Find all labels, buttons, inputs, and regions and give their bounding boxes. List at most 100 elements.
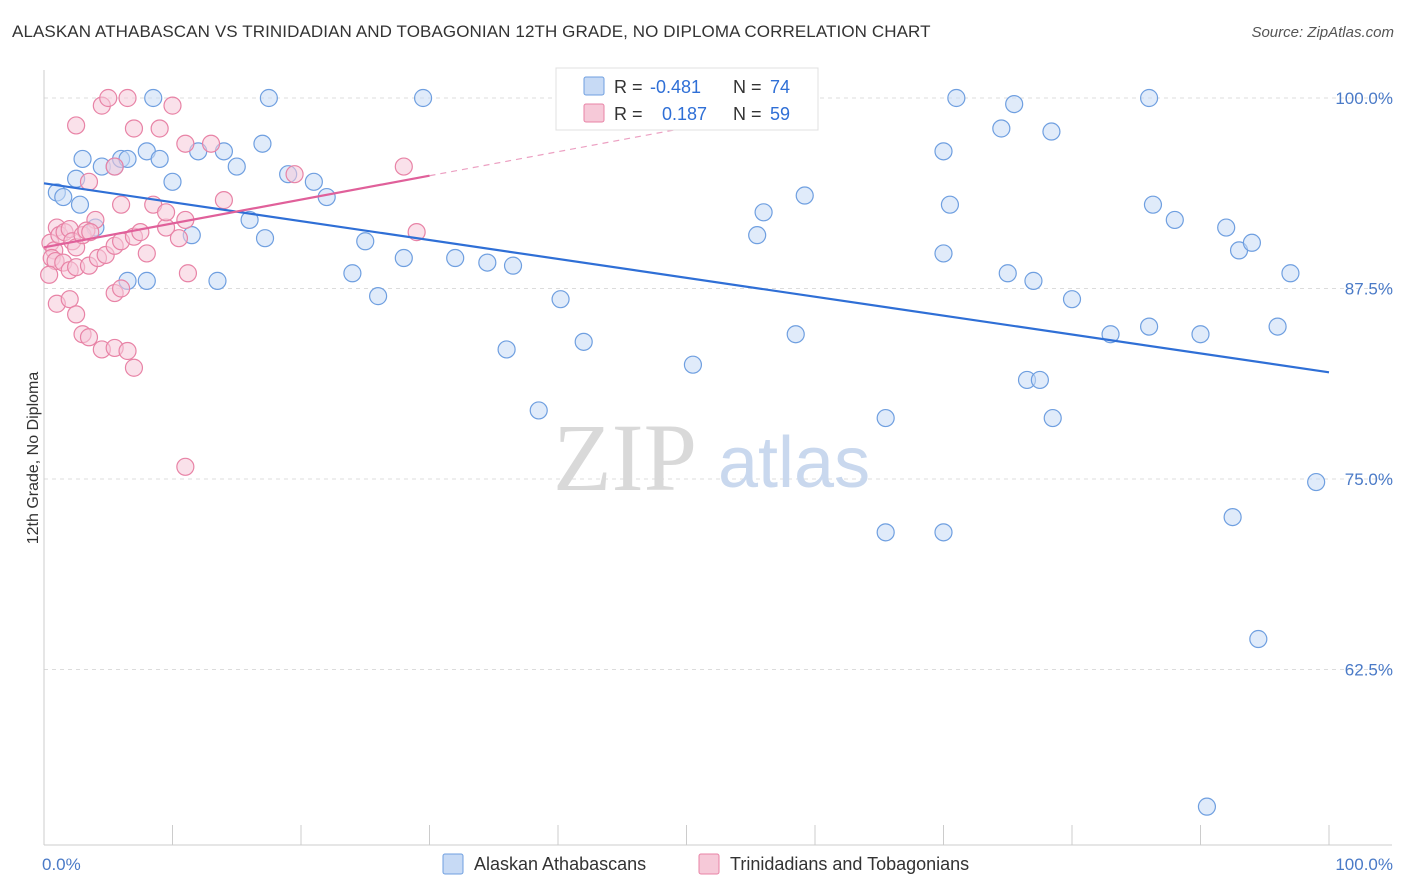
alaskan-point-1: [259, 88, 278, 108]
alaskan-point-41: [551, 290, 570, 309]
trinidadian-point-7: [201, 134, 221, 153]
alaskan-point-33: [317, 187, 336, 207]
alaskan-point-37: [394, 248, 413, 268]
alaskan-point-64: [1268, 317, 1287, 336]
trinidadian-point-50: [118, 341, 137, 361]
alaskan-point-39: [478, 253, 497, 272]
alaskan-point-26: [70, 195, 90, 214]
watermark-atlas: atlas: [718, 423, 870, 503]
alaskan-point-43: [529, 401, 548, 420]
trend-line-trinidadian: [43, 174, 430, 249]
trinidadian-point-1: [99, 88, 118, 108]
trinidadian-point-6: [176, 134, 195, 153]
alaskan-point-69: [934, 523, 953, 542]
alaskan-point-72: [1249, 629, 1268, 649]
alaskan-point-67: [992, 119, 1011, 138]
alaskan-point-31: [208, 271, 227, 290]
trinidadian-point-41: [111, 279, 131, 298]
legend-n-value-pink: 59: [770, 104, 790, 124]
y-tick-labels: 100.0% 87.5% 75.0% 62.5%: [1335, 89, 1393, 680]
trend-line-trinidadian-extension: [429, 112, 764, 177]
alaskan-point-19: [227, 157, 246, 176]
alaskan-point-53: [1024, 271, 1043, 290]
chart-title: ALASKAN ATHABASCAN VS TRINIDADIAN AND TO…: [12, 22, 931, 41]
alaskan-point-40: [503, 256, 523, 275]
trend-line-alaskan: [43, 182, 1330, 374]
trinidadian-point-2: [118, 88, 137, 108]
y-axis-label: 12th Grade, No Diploma: [25, 372, 42, 545]
legend-n-label-pink: N =: [733, 104, 762, 124]
legend-r-value-blue: -0.481: [650, 77, 701, 97]
alaskan-point-42: [497, 340, 516, 359]
trinidadian-point-11: [111, 195, 131, 214]
alaskan-point-59: [1139, 317, 1159, 336]
alaskan-point-22: [240, 210, 259, 230]
trinidadian-point-52: [178, 264, 198, 283]
alaskan-point-44: [574, 332, 593, 351]
trinidadian-point-3: [124, 119, 144, 138]
alaskan-point-46: [754, 203, 773, 222]
legend-r-label-pink: R =: [614, 104, 643, 124]
alaskan-point-74: [1242, 233, 1262, 252]
x-axis-ticks: [43, 825, 1330, 845]
legend-swatch-blue: [583, 76, 605, 96]
y-tick-label-1: 87.5%: [1345, 280, 1393, 299]
correlation-legend: R = -0.481 N = 74 R = 0.187 N = 59: [555, 67, 819, 131]
alaskan-point-36: [356, 232, 375, 251]
watermark-zip: ZIP: [553, 404, 697, 511]
alaskan-point-60: [1191, 325, 1210, 344]
y-tick-label-3: 62.5%: [1345, 661, 1393, 680]
trinidadian-point-57: [394, 157, 413, 176]
legend-r-value-pink: 0.187: [662, 104, 707, 124]
watermark: ZIP atlas: [553, 404, 870, 511]
x-tick-label-min: 0.0%: [42, 855, 81, 874]
trinidadian-point-9: [79, 172, 99, 191]
alaskan-point-50: [940, 195, 960, 214]
trinidadian-point-53: [156, 203, 176, 222]
alaskan-point-29: [137, 271, 156, 290]
alaskan-point-35: [369, 287, 388, 306]
alaskan-point-75: [1281, 264, 1300, 283]
trinidadian-point-59: [176, 457, 195, 476]
trinidadian-point-38: [131, 223, 150, 242]
trinidadian-point-51: [124, 358, 144, 377]
alaskan-point-7: [795, 186, 814, 205]
alaskan-point-2: [413, 88, 433, 108]
series-alaskan-athabascans-points: [47, 88, 1326, 816]
alaskan-point-66: [1005, 94, 1024, 114]
alaskan-point-4: [1139, 88, 1159, 108]
alaskan-point-45: [683, 355, 703, 374]
alaskan-point-5: [1143, 195, 1163, 214]
legend-swatch-alaskan: [442, 853, 464, 875]
legend-n-value-blue: 74: [770, 77, 790, 97]
alaskan-point-56: [1030, 370, 1049, 390]
alaskan-point-0: [144, 88, 163, 108]
alaskan-point-47: [748, 226, 767, 245]
grid-lines: [44, 97, 1392, 670]
series-legend: Alaskan Athabascans Trinidadians and Tob…: [442, 853, 969, 875]
legend-swatch-trinidadian: [698, 853, 720, 875]
alaskan-point-62: [1217, 218, 1236, 237]
alaskan-point-32: [255, 229, 275, 248]
trinidadian-point-44: [60, 290, 79, 309]
alaskan-point-34: [343, 264, 362, 283]
axes: [43, 70, 1392, 846]
alaskan-point-38: [446, 248, 465, 268]
alaskan-point-54: [1062, 290, 1082, 309]
trinidadian-point-56: [285, 165, 304, 184]
alaskan-point-65: [1307, 472, 1326, 492]
alaskan-point-52: [998, 264, 1017, 283]
series-trinidadians-points: [40, 88, 426, 476]
alaskan-point-6: [1042, 122, 1061, 141]
x-tick-label-max: 100.0%: [1335, 855, 1393, 874]
alaskan-point-9: [73, 149, 92, 169]
alaskan-point-20: [253, 134, 272, 153]
trinidadian-point-55: [214, 191, 233, 210]
legend-swatch-pink: [583, 103, 605, 123]
trend-lines: [43, 112, 1330, 374]
trinidadian-point-26: [81, 223, 100, 242]
alaskan-point-57: [1043, 408, 1062, 428]
alaskan-point-71: [1223, 507, 1242, 527]
alaskan-point-68: [876, 523, 895, 542]
